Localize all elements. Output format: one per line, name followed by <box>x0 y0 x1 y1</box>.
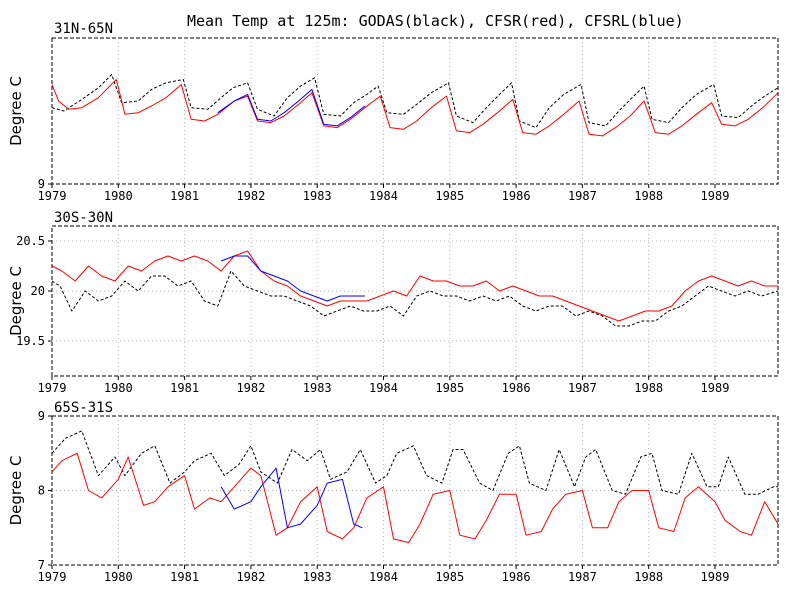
x-tick-label: 1979 <box>38 570 67 584</box>
x-tick-label: 1989 <box>701 381 730 395</box>
x-tick-label: 1980 <box>104 381 133 395</box>
y-tick-label: 9 <box>38 177 45 191</box>
y-tick-label: 19.5 <box>16 334 45 348</box>
x-tick-label: 1985 <box>435 570 464 584</box>
series-line-cfsrl <box>217 88 366 127</box>
x-tick-label: 1987 <box>568 570 597 584</box>
x-tick-label: 1983 <box>303 381 332 395</box>
y-axis-label: Degree C <box>7 266 25 336</box>
x-tick-label: 1979 <box>38 189 67 203</box>
x-tick-label: 1984 <box>369 381 398 395</box>
series-line-cfsr <box>51 250 778 322</box>
x-tick-label: 1988 <box>634 570 663 584</box>
y-axis-label: Degree C <box>7 76 25 146</box>
x-tick-label: 1986 <box>502 570 531 584</box>
x-tick-label: 1982 <box>236 570 265 584</box>
x-tick-label: 1988 <box>634 381 663 395</box>
plot-frame-30s-30n <box>51 225 779 377</box>
series-line-cfsr <box>51 79 779 137</box>
y-axis-label: Degree C <box>7 456 25 526</box>
x-tick-label: 1988 <box>634 189 663 203</box>
series-line-godas <box>51 270 779 327</box>
x-tick-label: 1983 <box>303 570 332 584</box>
x-tick-label: 1987 <box>568 189 597 203</box>
panel-southern-midlatitudes: 1979 1980 1981 1982 1983 1984 1985 1986 1987 1988… <box>7 400 779 584</box>
y-tick-label: 9 <box>38 409 45 423</box>
x-tick-label: 1982 <box>236 381 265 395</box>
y-tick-label: 20 <box>31 284 45 298</box>
panel-tropics: 1979 1980 1981 1982 1983 1984 1985 1986 1987 1988… <box>7 210 779 395</box>
x-tick-label: 1985 <box>435 189 464 203</box>
panel-label-31n-65n: 31N-65N <box>54 21 113 37</box>
x-tick-label: 1980 <box>104 570 133 584</box>
plot-frame-31n-65n <box>51 37 779 185</box>
y-tick-label: 7 <box>38 558 45 572</box>
series-line-cfsrl <box>220 255 365 302</box>
y-tick-label: 20.5 <box>16 234 45 248</box>
panel-label-30s-30n: 30S-30N <box>54 210 113 226</box>
x-tick-label: 1986 <box>502 381 531 395</box>
panel-northern-midlatitudes: 1979 1980 1981 1982 1983 1984 1985 1986 1987 1988… <box>7 21 779 203</box>
series-line-cfsr <box>51 452 779 544</box>
x-tick-label: 1984 <box>369 189 398 203</box>
x-tick-label: 1986 <box>502 189 531 203</box>
series-line-godas <box>51 430 778 495</box>
series-line-cfsrl <box>220 467 363 529</box>
x-tick-label: 1989 <box>701 570 730 584</box>
x-tick-label: 1981 <box>170 570 199 584</box>
series-line-godas <box>51 74 779 129</box>
x-tick-label: 1983 <box>303 189 332 203</box>
chart-title: Mean Temp at 125m: GODAS(black), CFSR(re… <box>187 12 684 30</box>
panel-label-65s-31s: 65S-31S <box>54 400 113 416</box>
x-tick-label: 1980 <box>104 189 133 203</box>
y-tick-label: 8 <box>38 484 45 498</box>
x-tick-label: 1989 <box>701 189 730 203</box>
x-tick-label: 1982 <box>236 189 265 203</box>
x-tick-label: 1979 <box>38 381 67 395</box>
x-tick-label: 1987 <box>568 381 597 395</box>
x-tick-label: 1981 <box>170 189 199 203</box>
x-tick-label: 1985 <box>435 381 464 395</box>
x-tick-label: 1981 <box>170 381 199 395</box>
x-tick-label: 1984 <box>369 570 398 584</box>
